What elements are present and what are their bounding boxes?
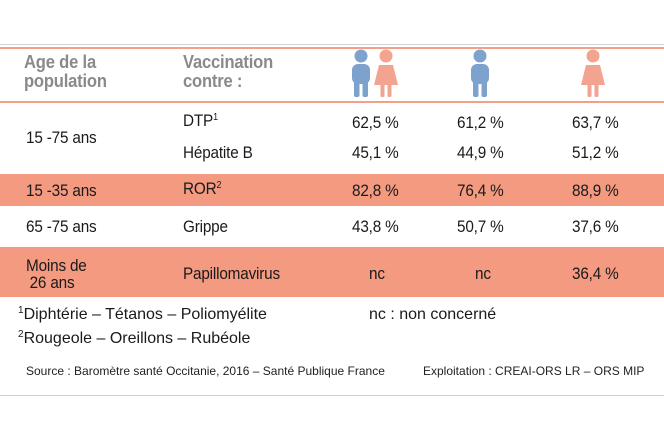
vaccine-hepatite-b: Hépatite B: [183, 143, 253, 162]
footnote-1: 1Diphtérie – Tétanos – Poliomyélite: [18, 305, 267, 323]
bottom-rule: [0, 395, 664, 396]
grippe-men: 50,7 %: [457, 217, 504, 236]
top-rule: [0, 44, 664, 45]
age-15-75: 15 -75 ans: [26, 128, 97, 147]
age-header: Age de la population: [24, 52, 107, 91]
ror-men: 76,4 %: [457, 181, 504, 200]
footnote-nc: nc : non concerné: [369, 306, 497, 323]
header-bottom-line: [0, 101, 664, 103]
couple-icon: [352, 49, 398, 97]
age-15-35: 15 -35 ans: [26, 181, 97, 200]
papillo-women: 36,4 %: [572, 264, 619, 283]
age-65-75: 65 -75 ans: [26, 217, 97, 236]
vaccine-dtp: DTP1: [183, 111, 218, 130]
grippe-women: 37,6 %: [572, 217, 619, 236]
footnote-2: 2Rougeole – Oreillons – Rubéole: [18, 329, 251, 347]
exploitation-text: Exploitation : CREAI-ORS LR – ORS MIP: [423, 364, 645, 378]
dtp-men: 61,2 %: [457, 113, 504, 132]
row-band-papillomavirus: [0, 247, 664, 297]
hepb-women: 51,2 %: [572, 143, 619, 162]
age-moins-de-26: Moins de 26 ans: [26, 256, 87, 292]
grippe-total: 43,8 %: [352, 217, 399, 236]
vaccine-papillomavirus: Papillomavirus: [183, 264, 280, 283]
woman-icon: [581, 49, 605, 97]
ror-total: 82,8 %: [352, 181, 399, 200]
papillo-men: nc: [475, 264, 491, 283]
man-icon: [471, 49, 489, 97]
hepb-men: 44,9 %: [457, 143, 504, 162]
row-band-ror: [0, 174, 664, 206]
header-top-line: [0, 47, 664, 49]
papillo-total: nc: [369, 264, 385, 283]
vaccination-header: Vaccination contre :: [183, 52, 274, 91]
vaccine-ror: ROR2: [183, 179, 222, 198]
dtp-women: 63,7 %: [572, 113, 619, 132]
vaccine-grippe: Grippe: [183, 217, 228, 236]
ror-women: 88,9 %: [572, 181, 619, 200]
source-text: Source : Baromètre santé Occitanie, 2016…: [26, 364, 385, 378]
hepb-total: 45,1 %: [352, 143, 399, 162]
dtp-total: 62,5 %: [352, 113, 399, 132]
